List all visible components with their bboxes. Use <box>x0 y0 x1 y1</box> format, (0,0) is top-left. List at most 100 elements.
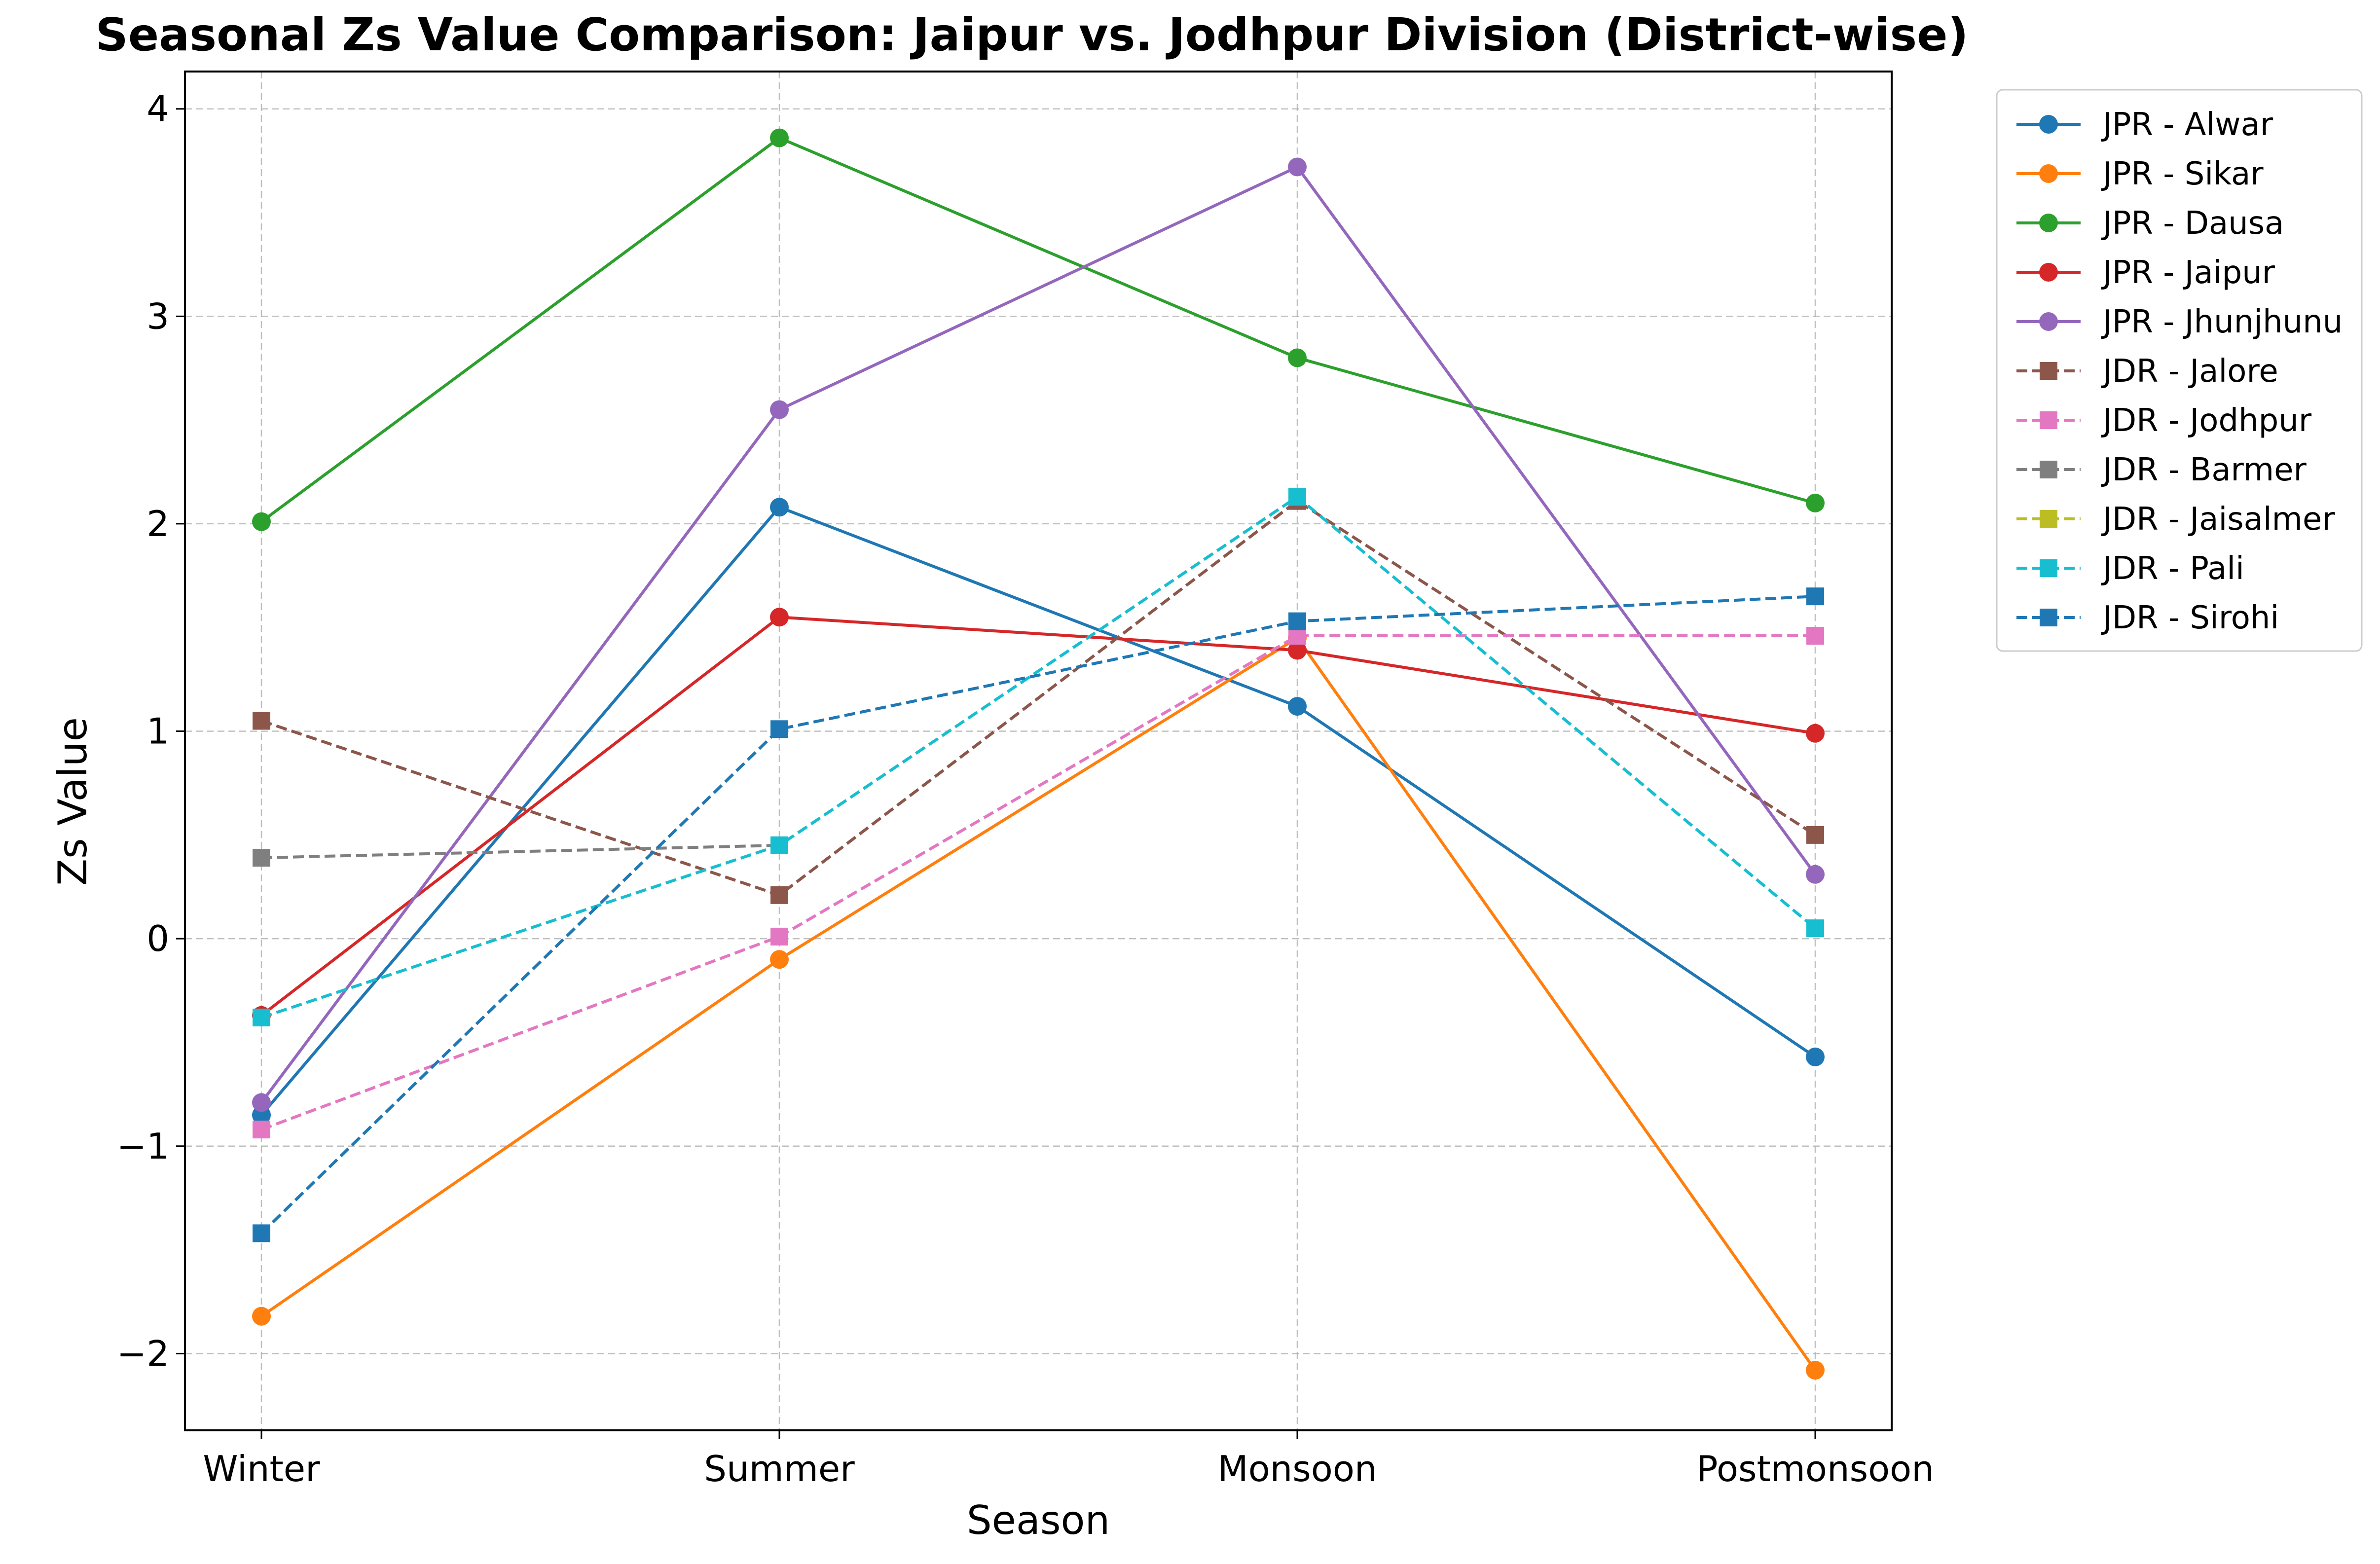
data-point-circle <box>1288 157 1307 177</box>
legend-item: JDR - Jodhpur <box>2016 402 2312 439</box>
series-jdr-jodhpur <box>253 627 1824 1139</box>
data-point-square <box>253 1121 270 1139</box>
legend-marker-circle <box>2039 164 2058 183</box>
series-line <box>260 136 1816 523</box>
x-tick-label: Postmonsoon <box>1696 1448 1934 1490</box>
y-tick-label: 0 <box>146 918 169 959</box>
x-tick-label: Monsoon <box>1217 1448 1377 1490</box>
legend-label: JDR - Jodhpur <box>2101 402 2312 439</box>
legend-label: JPR - Jaipur <box>2101 255 2275 291</box>
data-point-square <box>770 886 788 904</box>
legend: JPR - Alwar JPR - Sikar JPR - Dausa JPR - J… <box>1996 89 2363 652</box>
data-point-square <box>253 1224 270 1242</box>
data-point-circle <box>770 498 789 517</box>
data-point-square <box>253 712 270 730</box>
legend-item: JDR - Jaisalmer <box>2016 501 2335 538</box>
data-point-circle <box>1288 641 1307 660</box>
legend-item: JPR - Jaipur <box>2016 255 2275 291</box>
data-point-square <box>770 836 788 854</box>
data-point-square <box>1288 612 1306 630</box>
series-line <box>261 499 1816 897</box>
legend-label: JDR - Jaisalmer <box>2101 501 2335 538</box>
gridlines <box>185 72 1892 1430</box>
legend-box <box>1996 89 2363 652</box>
data-point-square <box>1806 627 1824 645</box>
data-point-square <box>770 720 788 738</box>
legend-marker-circle <box>2039 214 2058 232</box>
legend-marker-square <box>2040 362 2057 380</box>
series-line <box>260 616 1816 1017</box>
legend-item: JDR - Jalore <box>2016 353 2278 390</box>
data-point-circle <box>252 1307 271 1326</box>
legend-marker-square <box>2040 461 2057 478</box>
legend-marker-circle <box>2039 312 2058 331</box>
data-point-square <box>1288 488 1306 506</box>
data-point-circle <box>1288 348 1307 367</box>
y-tick-label: −1 <box>117 1126 169 1167</box>
data-point-circle <box>1288 697 1307 716</box>
series-line <box>260 506 1816 1116</box>
legend-item: JPR - Alwar <box>2016 107 2273 143</box>
series-line <box>260 165 1817 1104</box>
data-point-circle <box>1806 1361 1825 1380</box>
series-line <box>261 843 780 860</box>
data-point-circle <box>1806 865 1825 884</box>
series-line <box>260 595 1816 1235</box>
legend-marker-square <box>2040 609 2057 626</box>
data-point-circle <box>252 512 271 531</box>
data-point-square <box>1806 919 1824 938</box>
series-jpr-alwar <box>252 498 1825 1125</box>
legend-item: JDR - Sirohi <box>2016 600 2279 636</box>
legend-marker-square <box>2040 559 2057 577</box>
legend-label: JPR - Jhunjhunu <box>2101 304 2343 340</box>
legend-item: JPR - Jhunjhunu <box>2016 304 2343 340</box>
legend-marker-circle <box>2039 263 2058 282</box>
data-point-square <box>770 927 788 946</box>
y-tick-label: −2 <box>117 1333 169 1374</box>
x-tick-label: Summer <box>704 1448 855 1490</box>
series-jpr-dausa <box>252 128 1825 531</box>
y-tick-label: 4 <box>146 88 169 130</box>
legend-item: JDR - Barmer <box>2016 452 2307 488</box>
y-tick-label: 1 <box>146 711 169 752</box>
series-jdr-pali <box>253 488 1824 1026</box>
series-jdr-sirohi <box>253 587 1824 1242</box>
data-point-square <box>253 849 270 867</box>
legend-item: JPR - Dausa <box>2016 205 2284 242</box>
y-tick-label: 2 <box>146 503 169 545</box>
data-point-square <box>1806 826 1824 844</box>
data-point-circle <box>770 400 789 419</box>
legend-marker-square <box>2040 411 2057 429</box>
legend-marker-circle <box>2039 115 2058 134</box>
data-point-circle <box>252 1093 271 1112</box>
chart-title: Seasonal Zs Value Comparison: Jaipur vs.… <box>95 8 1968 61</box>
series-line <box>260 636 1817 1371</box>
y-tick-label: 3 <box>146 295 169 337</box>
x-tick-label: Winter <box>203 1448 320 1490</box>
series-line <box>261 495 1816 1019</box>
y-axis-label: Zs Value <box>50 717 96 886</box>
legend-label: JDR - Sirohi <box>2101 600 2279 636</box>
plot-area-frame <box>184 71 1893 1431</box>
data-point-square <box>253 1008 270 1026</box>
legend-label: JDR - Jalore <box>2101 353 2278 390</box>
data-point-circle <box>770 128 789 147</box>
data-point-circle <box>1806 1047 1825 1066</box>
data-point-circle <box>1806 493 1825 512</box>
data-point-square <box>1806 587 1824 606</box>
series-jpr-jhunjhunu <box>252 157 1825 1112</box>
data-point-circle <box>770 608 789 627</box>
legend-label: JDR - Barmer <box>2101 452 2307 488</box>
legend-marker-square <box>2040 510 2057 528</box>
axis-ticks: Winter Summer Monsoon Postmonsoon −2 −1 0 1 2 3 4 <box>117 88 1934 1490</box>
legend-item: JPR - Sikar <box>2016 156 2264 192</box>
series-lines <box>252 128 1825 1380</box>
legend-label: JDR - Pali <box>2101 550 2244 587</box>
legend-label: JPR - Alwar <box>2101 107 2273 143</box>
legend-label: JPR - Dausa <box>2101 205 2284 242</box>
legend-item: JDR - Pali <box>2016 550 2244 587</box>
series-line <box>260 634 1815 1131</box>
